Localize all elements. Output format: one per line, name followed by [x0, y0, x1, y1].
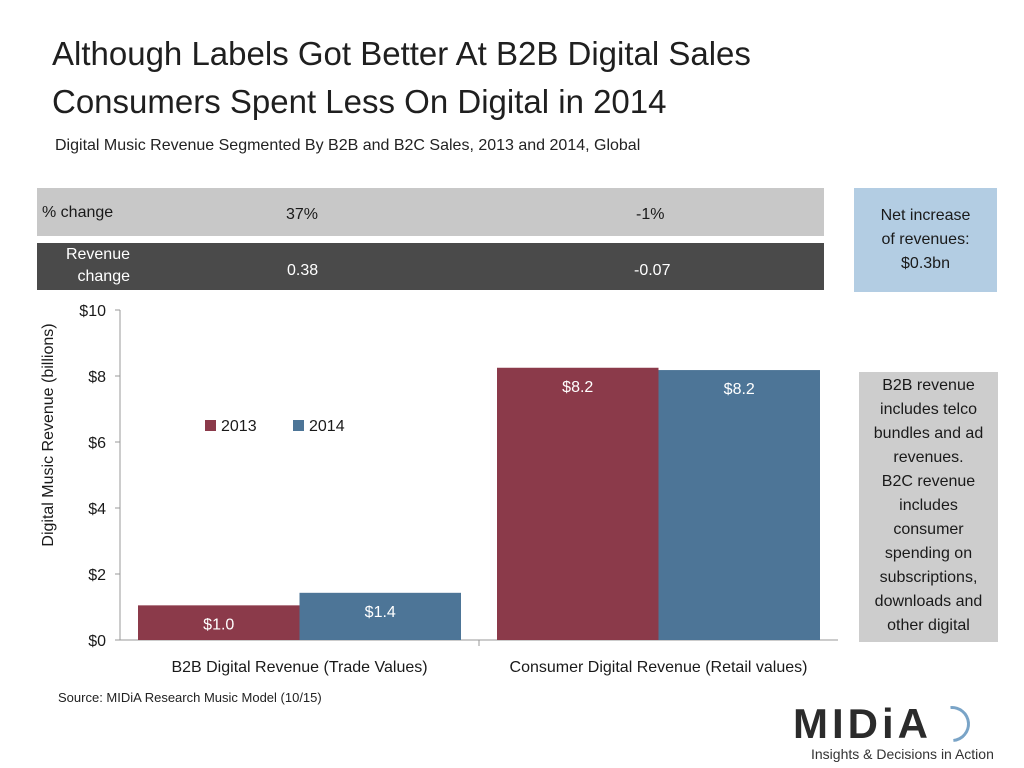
net-increase-line-3: $0.3bn	[901, 255, 950, 272]
legend-swatch	[293, 420, 304, 431]
note-line: B2C revenue	[881, 473, 976, 490]
note-line: other digital	[887, 617, 970, 634]
y-tick-label: $10	[79, 303, 106, 320]
percent-change-label: % change	[42, 204, 114, 221]
data-label: $1.0	[203, 616, 234, 633]
bar-chart: $0 $2 $4 $6 $8 $10 B2B Digital Revenue (Trade …	[40, 303, 838, 676]
page-title: Although Labels Got Better At B2B Digita…	[52, 30, 952, 126]
note-line: revenues.	[893, 449, 964, 466]
legend-swatch	[205, 420, 216, 431]
legend-label: 2014	[309, 418, 345, 435]
note-line: includes telco	[880, 401, 977, 418]
logo-wordmark: MIDiA	[793, 700, 932, 747]
legend-label: 2013	[221, 418, 257, 435]
percent-change-row: % change 37% -1%	[37, 188, 824, 236]
revenue-change-b2c: -0.07	[634, 262, 671, 279]
chart-subtitle: Digital Music Revenue Segmented By B2B a…	[55, 137, 641, 154]
note-line: spending on	[884, 545, 973, 562]
y-tick-label: $8	[88, 369, 106, 386]
revenue-definition-note: B2B revenue includes telco bundles and a…	[859, 372, 998, 642]
note-line: includes	[899, 497, 958, 514]
title-line-2: Consumers Spent Less On Digital in 2014	[52, 83, 667, 120]
revenue-change-label-line-1: Revenue	[65, 246, 130, 263]
revenue-change-label: Revenue change	[45, 244, 130, 288]
y-tick-label: $2	[88, 567, 106, 584]
note-line: bundles and ad	[873, 425, 984, 442]
revenue-change-label-line-2: change	[77, 268, 131, 285]
note-line: consumer	[893, 521, 964, 538]
data-label: $8.2	[562, 379, 593, 396]
title-line-1: Although Labels Got Better At B2B Digita…	[52, 35, 751, 72]
logo-tagline: Insights & Decisions in Action	[811, 746, 994, 762]
x-category-label: Consumer Digital Revenue (Retail values)	[510, 659, 808, 676]
bar-2013	[497, 367, 659, 640]
chart-legend: 2013 2014	[205, 418, 345, 435]
note-line: B2B revenue	[882, 377, 975, 394]
y-tick-label: $6	[88, 435, 106, 452]
bar-2013	[138, 605, 300, 640]
revenue-change-row: Revenue change 0.38 -0.07	[37, 243, 824, 290]
bar-2014	[658, 370, 820, 640]
percent-change-b2b: 37%	[286, 206, 319, 223]
chart-bars: $1.0 $1.4 $8.2 $8.2	[138, 367, 820, 640]
bar-2014	[299, 592, 461, 640]
source-note: Source: MIDiA Research Music Model (10/1…	[58, 690, 322, 705]
y-tick-label: $0	[88, 633, 106, 650]
x-category-label: B2B Digital Revenue (Trade Values)	[171, 659, 427, 676]
chart-axes: $0 $2 $4 $6 $8 $10 B2B Digital Revenue (Trade …	[79, 303, 838, 676]
midia-logo: MIDiA Insights & Decisions in Action	[793, 698, 1018, 768]
percent-change-b2c: -1%	[636, 206, 665, 223]
net-increase-line-1: Net increase	[880, 207, 971, 224]
data-label: $8.2	[724, 381, 755, 398]
y-tick-label: $4	[88, 501, 106, 518]
logo-arc-icon	[926, 698, 978, 750]
y-axis-label: Digital Music Revenue (billions)	[40, 323, 57, 546]
revenue-change-b2b: 0.38	[287, 262, 319, 279]
note-line: subscriptions,	[879, 569, 978, 586]
net-increase-line-2: of revenues:	[881, 231, 970, 248]
net-increase-callout: Net increase of revenues: $0.3bn	[854, 188, 997, 292]
note-line: downloads and	[874, 593, 983, 610]
data-label: $1.4	[365, 604, 396, 621]
